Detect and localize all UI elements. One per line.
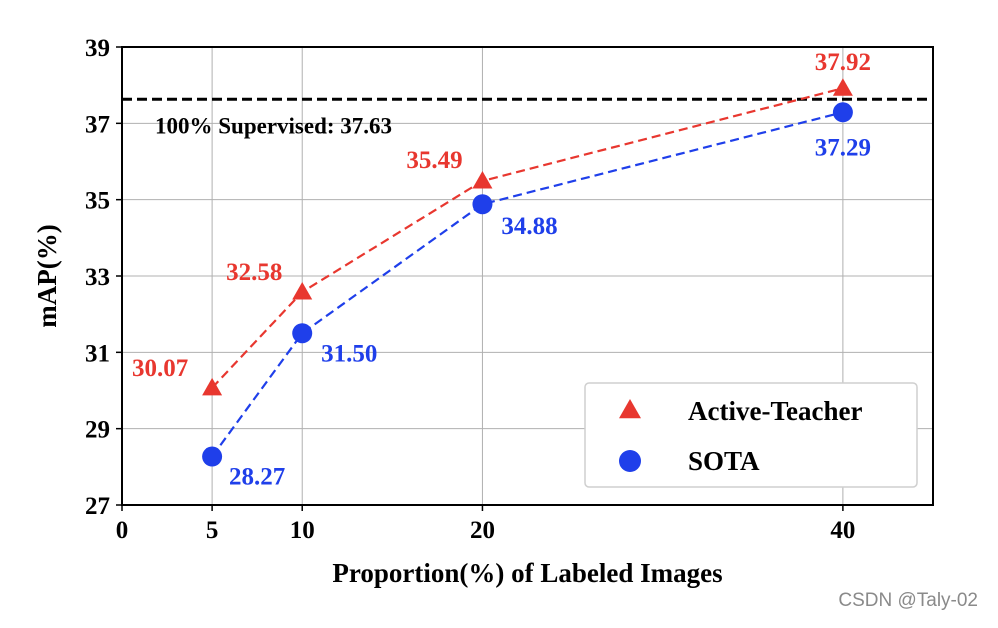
y-axis-title: mAP(%) bbox=[32, 224, 62, 327]
legend: Active-Teacher SOTA bbox=[584, 382, 918, 488]
reference-line-group: 100% Supervised: 37.63 bbox=[122, 97, 933, 138]
y-tick-label: 29 bbox=[85, 417, 110, 444]
y-tick-label: 37 bbox=[85, 111, 110, 138]
legend-triangle-marker bbox=[619, 399, 641, 419]
y-tick-label: 39 bbox=[85, 35, 110, 62]
sota-marker bbox=[202, 446, 223, 467]
active-teacher-marker bbox=[292, 282, 313, 300]
grid-lines bbox=[122, 47, 933, 505]
series-group: 30.07 32.58 35.49 37.92 28.27 31.50 34.88 37.29 bbox=[132, 49, 871, 490]
active-teacher-data-label: 30.07 bbox=[132, 355, 188, 382]
legend-box bbox=[584, 382, 918, 488]
active-teacher-data-label: 32.58 bbox=[226, 259, 282, 286]
axis-ticks: 0 5 10 20 40 27 29 31 33 35 37 39 bbox=[85, 35, 855, 544]
active-teacher-marker bbox=[472, 170, 493, 189]
y-tick-label: 35 bbox=[85, 188, 110, 215]
x-tick-label: 0 bbox=[116, 517, 129, 544]
series-line-sota bbox=[211, 111, 844, 458]
watermark: CSDN @Taly-02 bbox=[838, 590, 978, 611]
legend-circle-marker bbox=[619, 450, 641, 472]
legend-label-active-teacher: Active-Teacher bbox=[688, 396, 862, 426]
sota-data-label: 37.29 bbox=[815, 134, 871, 161]
active-teacher-data-label: 35.49 bbox=[406, 147, 462, 174]
x-tick-label: 10 bbox=[290, 517, 315, 544]
sota-marker bbox=[292, 323, 313, 344]
legend-label-sota: SOTA bbox=[688, 446, 760, 476]
y-tick-label: 31 bbox=[85, 340, 110, 367]
x-axis-title: Proportion(%) of Labeled Images bbox=[332, 558, 722, 588]
y-tick-label: 33 bbox=[85, 264, 110, 291]
sota-marker bbox=[472, 194, 493, 215]
active-teacher-data-label: 37.92 bbox=[815, 49, 871, 76]
y-tick-label: 27 bbox=[85, 493, 110, 520]
sota-data-label: 31.50 bbox=[321, 340, 377, 367]
supervised-baseline-label: 100% Supervised: 37.63 bbox=[155, 113, 392, 138]
x-tick-label: 20 bbox=[470, 517, 495, 544]
active-teacher-marker bbox=[832, 78, 853, 96]
active-teacher-marker bbox=[202, 377, 223, 396]
x-tick-label: 40 bbox=[830, 517, 855, 544]
x-tick-label: 5 bbox=[206, 517, 219, 544]
sota-marker bbox=[832, 102, 853, 123]
sota-data-label: 34.88 bbox=[501, 213, 557, 240]
sota-data-label: 28.27 bbox=[229, 464, 285, 491]
